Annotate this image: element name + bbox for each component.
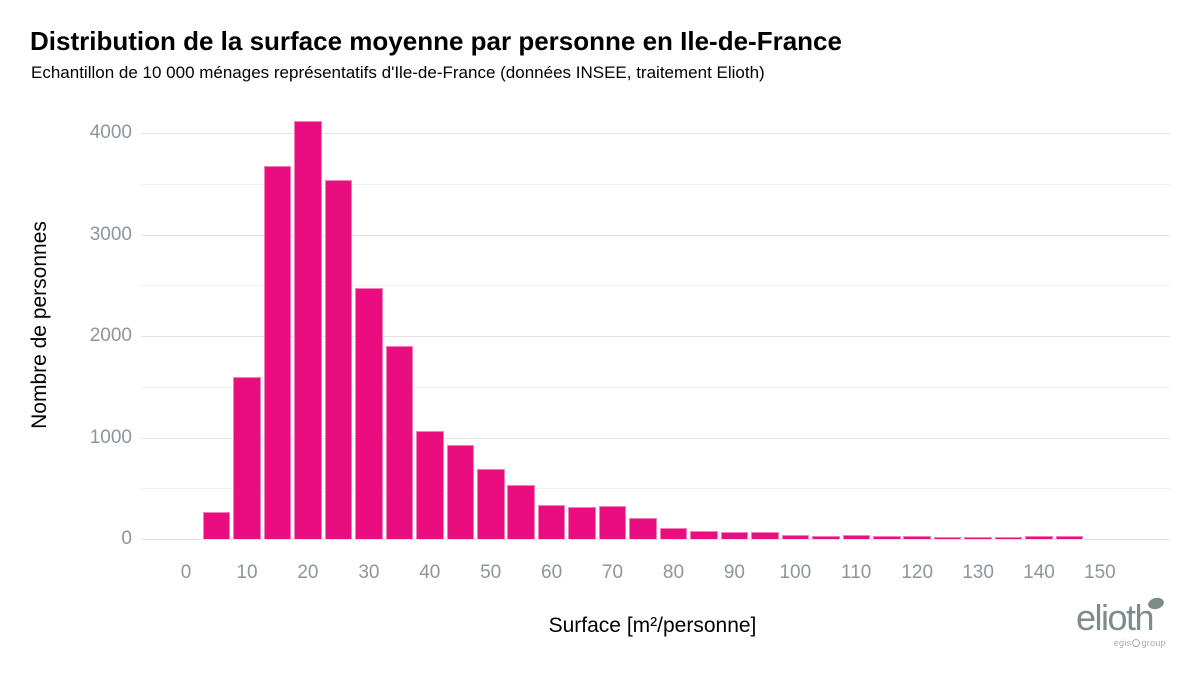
histogram-bar xyxy=(842,534,870,539)
plot-panel xyxy=(141,110,1170,540)
x-tick-label: 90 xyxy=(723,562,745,583)
x-tick-label: 100 xyxy=(779,562,812,583)
histogram-bar xyxy=(294,121,322,539)
gridline-minor xyxy=(141,488,1170,489)
x-axis-title: Surface [m²/personne] xyxy=(548,614,757,637)
histogram-bar xyxy=(903,536,931,539)
egis-group-text: egis group xyxy=(1114,638,1166,648)
gridline-minor xyxy=(141,184,1170,185)
histogram-bar xyxy=(537,504,566,539)
histogram-bar xyxy=(994,536,1023,539)
histogram-bar xyxy=(690,530,718,539)
x-tick-label: 50 xyxy=(480,562,502,583)
x-tick-label: 110 xyxy=(841,562,872,583)
y-tick-label: 4000 xyxy=(89,122,132,144)
x-tick-label: 0 xyxy=(180,562,192,583)
gridline-major xyxy=(141,438,1170,439)
gridline-major xyxy=(141,133,1170,134)
histogram-bar xyxy=(751,531,779,539)
x-tick-label: 130 xyxy=(962,562,994,583)
histogram-bar xyxy=(202,512,231,539)
elioth-logo-text: elioth xyxy=(1076,597,1155,638)
gridline-major xyxy=(141,539,1170,540)
elioth-logo: elioth egis group xyxy=(1076,596,1170,650)
y-tick-label: 1000 xyxy=(89,426,132,448)
x-tick-label: 150 xyxy=(1084,562,1116,583)
histogram-bar xyxy=(324,180,353,539)
egis-ring-icon xyxy=(1132,639,1141,647)
histogram-bar xyxy=(416,430,444,539)
y-tick-label: 2000 xyxy=(89,325,132,347)
x-tick-label: 80 xyxy=(662,562,685,583)
histogram-bar xyxy=(873,536,901,539)
x-tick-label: 70 xyxy=(601,562,624,583)
gridline-major xyxy=(141,336,1170,337)
gridline-minor xyxy=(141,387,1170,388)
histogram-bar xyxy=(1025,536,1053,539)
histogram-bar xyxy=(598,505,627,539)
chart-subtitle: Echantillon de 10 000 ménages représenta… xyxy=(31,63,765,82)
gridline-major xyxy=(141,235,1170,236)
x-tick-label: 40 xyxy=(419,562,441,583)
histogram-bar xyxy=(568,506,596,539)
x-tick-label: 60 xyxy=(541,562,563,583)
histogram-bar xyxy=(720,532,749,539)
histogram-bar xyxy=(355,287,383,539)
x-tick-label: 20 xyxy=(297,562,319,583)
gridline-minor xyxy=(141,285,1170,286)
y-tick-label: 0 xyxy=(121,528,132,549)
x-tick-label: 140 xyxy=(1023,562,1055,583)
x-tick-label: 30 xyxy=(358,562,380,583)
x-tick-label: 10 xyxy=(236,562,258,583)
histogram-bar xyxy=(933,537,962,539)
histogram-bar xyxy=(629,517,657,539)
histogram-bar xyxy=(263,165,292,539)
group-text: group xyxy=(1141,638,1166,648)
histogram-bar xyxy=(507,485,535,539)
histogram-bar xyxy=(477,469,505,539)
histogram-bar xyxy=(781,535,810,539)
egis-text: egis xyxy=(1113,638,1132,648)
histogram-bar xyxy=(385,346,414,539)
histogram-bar xyxy=(446,444,474,539)
histogram-bar xyxy=(233,376,261,539)
histogram-bar xyxy=(659,528,688,539)
histogram-bar xyxy=(964,537,992,539)
histogram-bar xyxy=(1055,536,1084,539)
chart-title: Distribution de la surface moyenne par p… xyxy=(30,26,842,56)
y-tick-label: 3000 xyxy=(89,223,132,245)
x-tick-label: 120 xyxy=(901,562,934,583)
histogram-bar xyxy=(812,536,840,539)
